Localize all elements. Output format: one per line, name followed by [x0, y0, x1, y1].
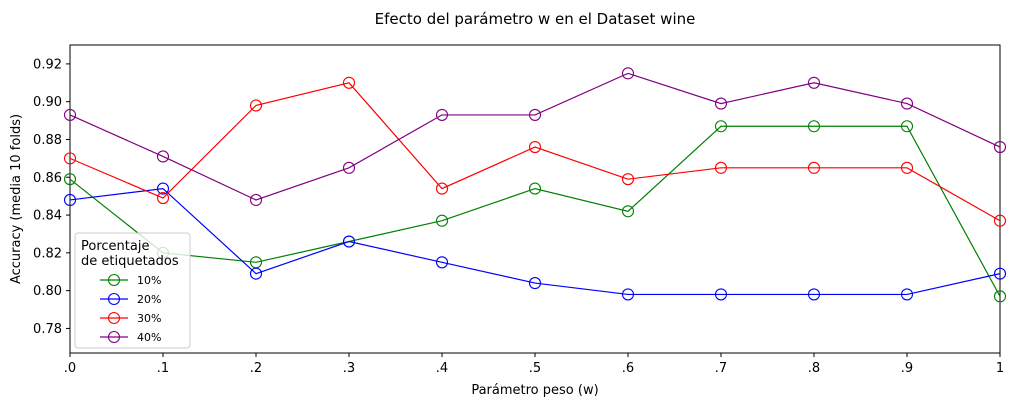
legend-title-line-1: Porcentaje — [81, 239, 149, 254]
y-tick-label: 0.80 — [33, 284, 62, 299]
data-point — [435, 182, 449, 195]
data-point — [807, 161, 821, 174]
data-point — [156, 182, 170, 195]
legend-swatch-marker — [107, 330, 121, 344]
data-point — [993, 290, 1007, 303]
legend-swatch-marker — [107, 292, 121, 306]
data-point — [993, 267, 1007, 280]
data-point — [714, 120, 728, 133]
x-tick-label: .2 — [250, 361, 262, 376]
data-point — [342, 161, 356, 174]
data-point — [528, 140, 542, 154]
y-tick-label: 0.82 — [33, 246, 62, 261]
y-tick-label: 0.84 — [33, 209, 62, 224]
y-axis-label: Accuracy (media 10 folds) — [9, 114, 24, 284]
x-tick-label: .8 — [808, 361, 820, 376]
chart-title: Efecto del parámetro w en el Dataset win… — [375, 10, 696, 28]
y-tick-label: 0.78 — [33, 322, 62, 337]
data-point — [621, 288, 635, 301]
data-point — [342, 235, 356, 248]
legend-swatch-marker — [107, 311, 121, 325]
data-point — [435, 214, 449, 227]
legend-entry-label: 20% — [137, 293, 161, 306]
x-tick-label: .3 — [343, 361, 355, 376]
data-point — [714, 288, 728, 301]
data-point — [528, 277, 542, 290]
data-point — [714, 161, 728, 174]
data-point — [342, 76, 356, 89]
data-point — [621, 173, 635, 186]
data-point — [900, 161, 914, 174]
legend-entry-label: 30% — [137, 312, 161, 325]
x-tick-label: 1 — [996, 361, 1004, 376]
data-point — [63, 108, 77, 121]
data-point — [807, 288, 821, 301]
y-tick-label: 0.86 — [33, 171, 62, 186]
data-point — [156, 192, 170, 205]
series-line — [69, 72, 1001, 201]
y-tick-label: 0.92 — [33, 57, 62, 72]
legend-entries: 10% 20% 30% 40% — [100, 273, 161, 344]
data-point — [63, 152, 77, 165]
y-tick-label: 0.88 — [33, 133, 62, 148]
data-point — [807, 76, 821, 89]
legend-title-line-2: de etiquetados — [81, 254, 179, 269]
data-point — [249, 193, 263, 206]
data-point — [249, 267, 263, 280]
data-point — [528, 182, 542, 195]
data-point — [156, 150, 170, 163]
series-line — [69, 187, 1001, 296]
x-tick-label: .1 — [157, 361, 169, 376]
legend-box — [74, 232, 191, 349]
data-point — [63, 193, 77, 206]
y-axis: 0.78 0.80 0.82 0.84 0.86 0.88 0.90 0.92 — [33, 57, 70, 337]
data-point — [63, 173, 77, 186]
data-point — [993, 140, 1007, 154]
data-point — [993, 214, 1007, 227]
data-point — [900, 288, 914, 301]
data-point — [249, 99, 263, 112]
data-point — [528, 108, 542, 121]
x-tick-label: .6 — [622, 361, 634, 376]
data-point — [900, 120, 914, 133]
series-line — [69, 125, 1001, 297]
x-axis: .0 .1 .2 .3 .4 .5 .6 .7 .8 .9 1 — [64, 353, 1004, 376]
legend-entry-label: 40% — [137, 331, 161, 344]
data-point — [807, 120, 821, 133]
x-tick-label: .0 — [64, 361, 76, 376]
x-tick-label: .4 — [436, 361, 448, 376]
y-tick-label: 0.90 — [33, 95, 62, 110]
x-axis-label: Parámetro peso (w) — [471, 383, 598, 398]
data-point — [435, 256, 449, 269]
plot-area — [69, 44, 1001, 354]
data-point — [900, 97, 914, 110]
data-point — [714, 97, 728, 110]
series-line — [69, 82, 1001, 222]
legend: Porcentaje de etiquetados 10% 20% 30% 40% — [74, 232, 191, 349]
x-tick-label: .7 — [715, 361, 727, 376]
x-tick-label: .5 — [529, 361, 541, 376]
data-point — [621, 205, 635, 218]
legend-swatch-marker — [107, 273, 121, 287]
legend-entry-label: 10% — [137, 274, 161, 287]
data-point — [621, 67, 635, 80]
series-layer — [63, 67, 1007, 303]
data-point — [435, 108, 449, 121]
x-tick-label: .9 — [901, 361, 913, 376]
